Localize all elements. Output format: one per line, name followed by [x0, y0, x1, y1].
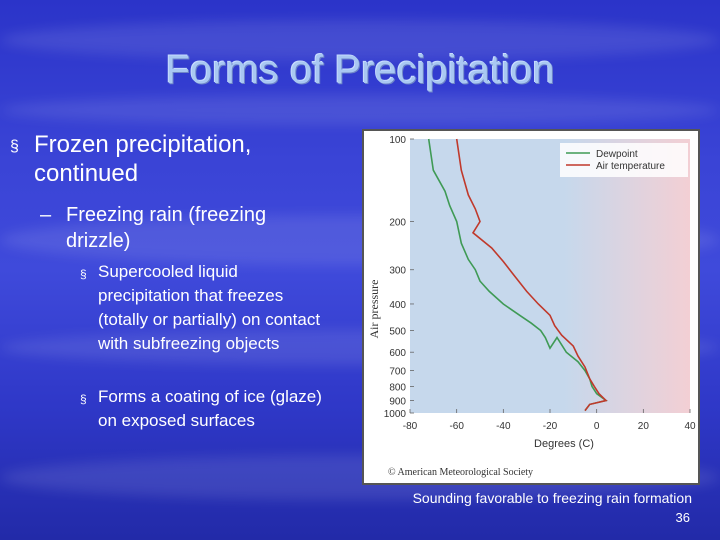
- series-line-air-temperature: [455, 138, 608, 412]
- square-bullet-icon: §: [10, 138, 19, 155]
- legend-box: [560, 143, 688, 177]
- y-tick-label: 1000: [384, 409, 407, 420]
- dash-bullet-icon: –: [40, 204, 52, 226]
- x-tick-label: -60: [449, 421, 464, 432]
- slide-number: 36: [675, 510, 690, 525]
- x-tick-label: -40: [496, 421, 511, 432]
- chart-caption: Sounding favorable to freezing rain form…: [412, 490, 692, 506]
- y-tick-label: 100: [389, 135, 406, 146]
- legend-label: Dewpoint: [596, 149, 638, 160]
- square-bullet-icon: §: [80, 392, 87, 406]
- sounding-chart: 100 200 300 400 500 600 700 800 900 1000 -80 -60 -4…: [364, 131, 698, 483]
- y-tick-label: 700: [389, 367, 406, 378]
- y-tick-label: 400: [389, 300, 406, 311]
- x-axis-label: Degrees (C): [534, 438, 594, 450]
- y-tick-label: 300: [389, 266, 406, 277]
- y-tick-label: 600: [389, 348, 406, 359]
- bullet-level3-text: Supercooled liquid precipitation that fr…: [98, 262, 321, 353]
- x-tick-label: -20: [543, 421, 558, 432]
- y-tick-label: 900: [389, 396, 406, 407]
- slide-title: Forms of Precipitation: [165, 48, 555, 92]
- square-bullet-icon: §: [80, 267, 87, 281]
- copyright-notice: © American Meteorological Society: [388, 467, 533, 478]
- x-tick-label: 40: [684, 421, 696, 432]
- x-tick-label: -80: [403, 421, 418, 432]
- bullet-level1-text: Frozen precipitation, continued: [34, 131, 252, 187]
- plot-background: [410, 139, 690, 413]
- y-axis-label: Air pressure: [367, 280, 381, 339]
- y-tick-label: 500: [389, 327, 406, 338]
- bullet-level2-text: Freezing rain (freezing drizzle): [66, 204, 267, 252]
- x-tick-label: 20: [638, 421, 650, 432]
- y-tick-label: 200: [389, 217, 406, 228]
- series-line-dewpoint: [427, 138, 608, 412]
- bullet-level3-text: Forms a coating of ice (glaze) on expose…: [98, 387, 322, 430]
- y-tick-label: 800: [389, 382, 406, 393]
- x-tick-label: 0: [594, 421, 600, 432]
- legend-label: Air temperature: [596, 161, 665, 172]
